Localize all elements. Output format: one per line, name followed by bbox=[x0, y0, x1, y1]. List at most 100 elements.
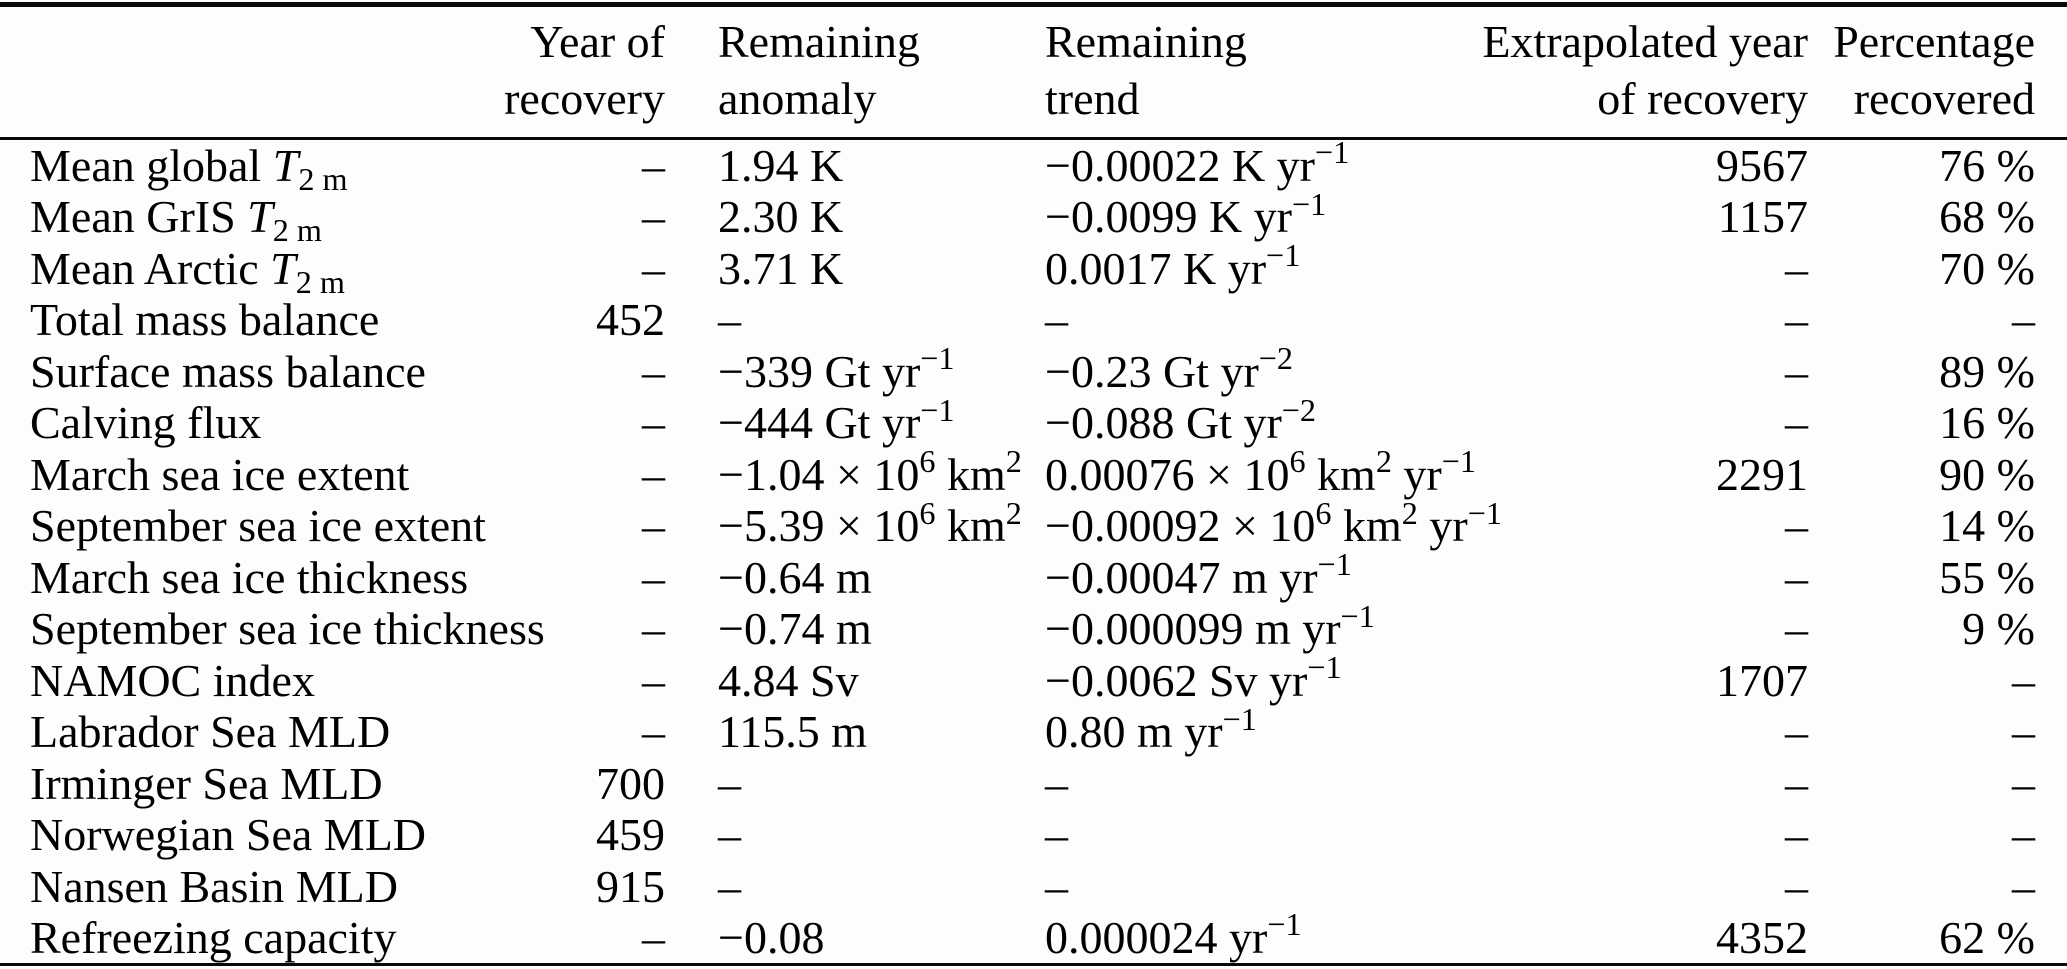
cell-remaining-trend: −0.23 Gt yr−2 bbox=[1045, 340, 1294, 397]
cell-percentage-recovered: – bbox=[2012, 757, 2035, 809]
table-body: Mean global T2 m – 1.94 K −0.00022 K yr−1 95… bbox=[0, 134, 2067, 966]
table-row: Nansen Basin MLD 915 – – – – bbox=[0, 861, 2067, 913]
table-row: March sea ice thickness – −0.64 m −0.00047 … bbox=[0, 546, 2067, 604]
table-row: Labrador Sea MLD – 115.5 m 0.80 m yr−1 – – bbox=[0, 700, 2067, 758]
cell-indicator: March sea ice extent bbox=[30, 448, 410, 500]
cell-percentage-recovered: 70 % bbox=[1939, 242, 2035, 294]
cell-year-of-recovery: – bbox=[460, 912, 665, 966]
cell-extrapolated-year-of-recovery: – bbox=[1785, 500, 1808, 552]
column-header-year-of-recovery: Year of recovery bbox=[460, 2, 665, 140]
cell-extrapolated-year-of-recovery: – bbox=[1785, 809, 1808, 861]
column-header-indicator bbox=[0, 2, 460, 140]
cell-percentage-recovered: 9 % bbox=[1962, 603, 2035, 655]
cell-remaining-trend: −0.088 Gt yr−2 bbox=[1045, 391, 1317, 449]
cell-indicator: Labrador Sea MLD bbox=[30, 706, 391, 758]
cell-remaining-anomaly: −0.74 m bbox=[718, 603, 872, 655]
cell-year-of-recovery: 452 bbox=[596, 294, 665, 346]
cell-year-of-recovery: – bbox=[642, 500, 665, 552]
cell-percentage-recovered: – bbox=[2012, 294, 2035, 346]
cell-remaining-trend: −0.0062 Sv yr−1 bbox=[1045, 649, 1342, 706]
cell-remaining-anomaly: −444 Gt yr−1 bbox=[718, 391, 955, 449]
cell-extrapolated-year-of-recovery: 4352 bbox=[1475, 912, 1815, 966]
cell-percentage-recovered: – bbox=[2012, 860, 2035, 912]
cell-percentage-recovered: 76 % bbox=[1939, 140, 2035, 191]
cell-indicator: Total mass balance bbox=[30, 294, 380, 346]
cell-extrapolated-year-of-recovery: 2291 bbox=[1716, 448, 1808, 500]
cell-remaining-anomaly: 4.84 Sv bbox=[718, 654, 859, 706]
cell-extrapolated-year-of-recovery: – bbox=[1785, 242, 1808, 294]
cell-indicator: Irminger Sea MLD bbox=[30, 757, 383, 809]
cell-extrapolated-year-of-recovery: – bbox=[1785, 706, 1808, 758]
cell-percentage-recovered: – bbox=[2012, 654, 2035, 706]
cell-indicator: Nansen Basin MLD bbox=[30, 860, 398, 912]
cell-remaining-anomaly: 115.5 m bbox=[718, 706, 868, 758]
table-row: NAMOC index – 4.84 Sv −0.0062 Sv yr−1 1707 – bbox=[0, 649, 2067, 707]
cell-indicator: Norwegian Sea MLD bbox=[30, 809, 427, 861]
cell-indicator: March sea ice thickness bbox=[30, 551, 469, 603]
cell-remaining-anomaly: – bbox=[718, 757, 741, 809]
table-row: Norwegian Sea MLD 459 – – – – bbox=[0, 809, 2067, 861]
cell-indicator: September sea ice thickness bbox=[30, 603, 545, 655]
cell-indicator: Mean GrIS T2 m bbox=[30, 191, 322, 249]
cell-percentage-recovered: 62 % bbox=[1815, 912, 2067, 966]
table-row: March sea ice extent – −1.04 × 106 km2 0.00… bbox=[0, 443, 2067, 501]
cell-extrapolated-year-of-recovery: 1707 bbox=[1716, 654, 1808, 706]
cell-remaining-trend: −0.00092 × 106 km2 yr−1 bbox=[1045, 494, 1502, 552]
table-row: September sea ice thickness – −0.74 m −0.00… bbox=[0, 599, 2067, 655]
cell-extrapolated-year-of-recovery: – bbox=[1785, 345, 1808, 397]
cell-percentage-recovered: 55 % bbox=[1939, 551, 2035, 603]
column-header-percentage-recovered: Percentage recovered bbox=[1815, 2, 2067, 140]
cell-remaining-anomaly: −0.08 bbox=[665, 912, 1045, 966]
cell-remaining-anomaly: 1.94 K bbox=[718, 140, 844, 191]
cell-extrapolated-year-of-recovery: – bbox=[1785, 603, 1808, 655]
cell-year-of-recovery: – bbox=[642, 140, 665, 191]
cell-remaining-trend: 0.0017 K yr−1 bbox=[1045, 237, 1301, 294]
cell-remaining-anomaly: −5.39 × 106 km2 bbox=[718, 494, 1022, 552]
table-row: Total mass balance 452 – – – – bbox=[0, 294, 2067, 346]
table-row: Mean Arctic T2 m – 3.71 K 0.0017 K yr−1 – 70 … bbox=[0, 237, 2067, 298]
cell-remaining-trend: −0.00022 K yr−1 bbox=[1045, 134, 1350, 191]
column-header-remaining-trend: Remaining trend bbox=[1045, 2, 1475, 140]
table-row: Mean global T2 m – 1.94 K −0.00022 K yr−1 95… bbox=[0, 134, 2067, 198]
cell-remaining-trend: – bbox=[1045, 757, 1068, 809]
cell-year-of-recovery: – bbox=[642, 345, 665, 397]
cell-year-of-recovery: – bbox=[642, 551, 665, 603]
table-row: Refreezing capacity – −0.08 0.000024 yr−1 43… bbox=[0, 908, 2067, 966]
cell-remaining-trend: 0.80 m yr−1 bbox=[1045, 700, 1257, 758]
cell-remaining-anomaly: −0.64 m bbox=[718, 551, 872, 603]
cell-year-of-recovery: – bbox=[642, 603, 665, 655]
cell-year-of-recovery: – bbox=[642, 706, 665, 758]
cell-indicator: Mean global T2 m bbox=[30, 140, 348, 198]
header-row: Year of recovery Remaining anomaly Remaining… bbox=[0, 2, 2067, 140]
cell-remaining-anomaly: −339 Gt yr−1 bbox=[718, 340, 955, 397]
cell-remaining-anomaly: 3.71 K bbox=[718, 242, 844, 294]
cell-indicator: Surface mass balance bbox=[30, 345, 426, 397]
cell-percentage-recovered: – bbox=[2012, 706, 2035, 758]
cell-remaining-anomaly: −1.04 × 106 km2 bbox=[718, 443, 1022, 500]
table-row: Calving flux – −444 Gt yr−1 −0.088 Gt yr−2 –… bbox=[0, 391, 2067, 449]
cell-remaining-anomaly: 2.30 K bbox=[718, 191, 844, 243]
cell-extrapolated-year-of-recovery: – bbox=[1785, 757, 1808, 809]
cell-remaining-trend: 0.00076 × 106 km2 yr−1 bbox=[1045, 443, 1476, 500]
cell-remaining-trend: −0.0099 K yr−1 bbox=[1045, 185, 1327, 243]
table-header: Year of recovery Remaining anomaly Remaining… bbox=[0, 2, 2067, 140]
cell-year-of-recovery: – bbox=[642, 448, 665, 500]
cell-percentage-recovered: – bbox=[2012, 809, 2035, 861]
table-row: Mean GrIS T2 m – 2.30 K −0.0099 K yr−1 1157 6… bbox=[0, 185, 2067, 249]
cell-year-of-recovery: – bbox=[642, 191, 665, 243]
cell-indicator: September sea ice extent bbox=[30, 500, 486, 552]
cell-year-of-recovery: – bbox=[642, 654, 665, 706]
cell-percentage-recovered: 14 % bbox=[1939, 500, 2035, 552]
column-header-extrapolated-year-of-recovery: Extrapolated year of recovery bbox=[1475, 2, 1815, 140]
cell-year-of-recovery: 915 bbox=[596, 860, 665, 912]
cell-remaining-trend: 0.000024 yr−1 bbox=[1045, 908, 1475, 966]
cell-indicator: Refreezing capacity bbox=[0, 912, 460, 966]
cell-remaining-trend: – bbox=[1045, 294, 1068, 346]
cell-extrapolated-year-of-recovery: – bbox=[1785, 294, 1808, 346]
cell-percentage-recovered: 68 % bbox=[1939, 191, 2035, 243]
cell-remaining-trend: −0.00047 m yr−1 bbox=[1045, 546, 1352, 603]
table-row: Surface mass balance – −339 Gt yr−1 −0.23 G… bbox=[0, 340, 2067, 398]
cell-percentage-recovered: 89 % bbox=[1939, 345, 2035, 397]
